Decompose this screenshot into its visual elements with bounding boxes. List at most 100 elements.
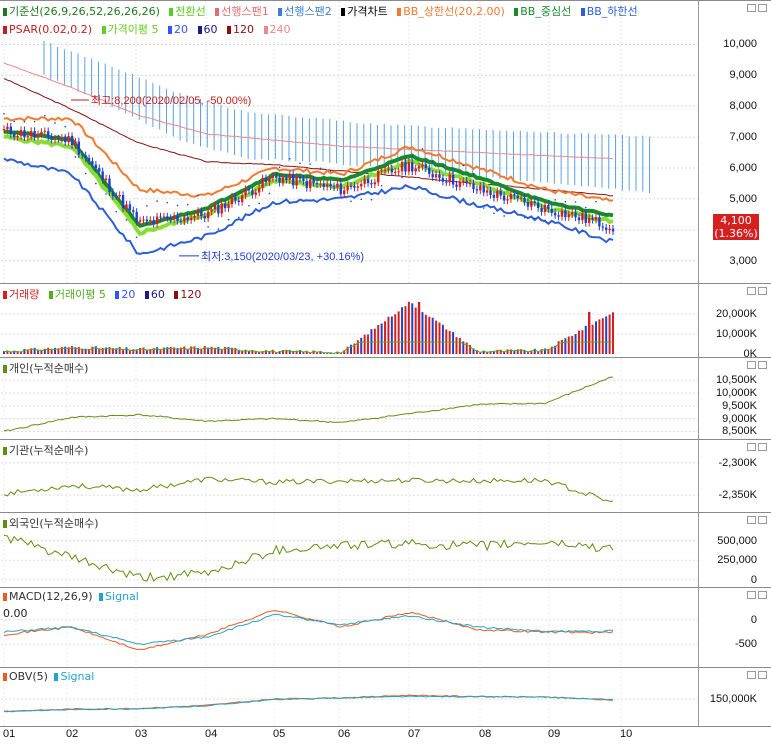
legend-obv-signal-label: Signal <box>60 670 95 683</box>
psar-dot <box>584 206 587 209</box>
candle-body <box>189 217 193 221</box>
individual-panel-window-buttons[interactable] <box>745 361 767 371</box>
low-annotation: 최저:3,150(2020/03/23, +30.16%) <box>201 250 364 263</box>
candle-body <box>172 215 176 220</box>
candle-body <box>264 178 268 183</box>
volume-bar <box>574 334 577 354</box>
price-y-label: 6,000 <box>729 161 757 174</box>
candle-body <box>383 169 387 171</box>
candle-body <box>400 162 404 172</box>
price-y-label: 5,000 <box>729 192 757 205</box>
volume-panel-window-buttons[interactable] <box>745 287 767 297</box>
psar-dot <box>411 155 414 157</box>
psar-dot <box>299 162 301 165</box>
candle-body <box>257 187 261 193</box>
individual-series-line <box>3 376 614 432</box>
candle-body <box>485 190 489 193</box>
legend-individual-label: 개인(누적순매수) <box>9 362 89 375</box>
psar-dot <box>513 210 516 212</box>
volume-bar <box>608 314 611 354</box>
volume-bar <box>557 341 560 354</box>
candle-body <box>329 184 332 187</box>
psar-dot <box>329 170 332 172</box>
volume-bar <box>271 349 274 354</box>
candle-body <box>254 192 257 195</box>
candle-body <box>91 161 94 165</box>
legend-kijun-label: 기준선(26,9,26,52,26,26,26) <box>9 5 160 18</box>
volume-legend: 거래량 거래이평 5 20 60 120 <box>3 286 207 302</box>
legend-vol-ma120-label: 120 <box>180 288 202 301</box>
legend-price-label: 가격차트 <box>347 5 388 18</box>
psar-dot <box>350 200 352 203</box>
candle-body <box>244 189 247 196</box>
psar-dot <box>431 161 434 163</box>
candle-body <box>271 176 274 179</box>
macd-panel-window-buttons[interactable] <box>745 591 767 601</box>
candle-body <box>302 178 305 181</box>
candle-body <box>526 202 530 207</box>
volume-bar <box>203 346 206 354</box>
volume-bar <box>295 350 298 354</box>
candle-body <box>60 137 64 139</box>
legend-tenkan-label: 전환선 <box>175 5 206 18</box>
volume-bar <box>186 348 189 354</box>
volume-bar <box>115 348 118 354</box>
close-icon <box>758 591 767 599</box>
candle-body <box>343 190 346 195</box>
macd-plot[interactable] <box>1 588 699 667</box>
volume-bar <box>421 312 424 354</box>
institution-plot[interactable] <box>1 440 699 512</box>
volume-bar <box>594 321 597 354</box>
candle-body <box>499 191 502 196</box>
legend-vol-ma20-label: 20 <box>121 288 136 301</box>
foreigner-plot[interactable] <box>1 513 699 587</box>
candle-body <box>387 168 390 170</box>
price-legend-2: PSAR(0.02,0.2) 가격이평 5 20 60 120 240 <box>3 21 297 37</box>
candle-body <box>47 131 50 137</box>
obv-y-axis: 150,000K <box>699 668 771 727</box>
candle-body <box>441 178 445 182</box>
volume-plot[interactable] <box>1 284 699 357</box>
candle-body <box>13 134 16 137</box>
macd-series-line <box>3 610 614 651</box>
candle-body <box>6 126 9 130</box>
volume-bar <box>537 351 540 354</box>
legend-item-ma60: 60 <box>197 23 221 36</box>
volume-bar <box>152 348 155 354</box>
candle-body <box>210 209 213 212</box>
volume-bar <box>543 348 546 354</box>
price-legend: 기준선(26,9,26,52,26,26,26) 전환선 선행스팬1 선행스팬2… <box>3 3 644 19</box>
volume-bar <box>533 348 536 354</box>
psar-dot <box>186 203 189 206</box>
candle-body <box>591 218 594 220</box>
obv-panel-window-buttons[interactable] <box>745 671 767 681</box>
candle-body <box>101 171 104 180</box>
volume-bar <box>411 303 414 354</box>
psar-dot <box>197 194 199 197</box>
psar-dot <box>391 187 393 189</box>
volume-bar <box>530 350 533 354</box>
individual-plot[interactable] <box>1 358 699 439</box>
series-line-ma240 <box>3 62 614 160</box>
volume-bar <box>33 347 36 354</box>
volume-bar <box>213 347 216 354</box>
price-plot[interactable]: 최고:8,200(2020/02/05, -50.00%) 최저:3,150(20… <box>1 1 699 283</box>
volume-bar <box>479 352 482 354</box>
volume-bar <box>462 341 465 354</box>
volume-bar <box>122 348 125 354</box>
current-price-value: 4,100 <box>720 213 752 227</box>
volume-bar <box>414 307 417 354</box>
candle-body <box>9 126 13 135</box>
institution-panel-window-buttons[interactable] <box>745 443 767 453</box>
psar-dot <box>564 200 567 203</box>
volume-bar <box>360 337 363 354</box>
candle-body <box>380 170 383 172</box>
volume-bar <box>254 350 257 354</box>
obv-plot[interactable] <box>1 668 699 727</box>
price-panel-window-buttons[interactable] <box>745 4 767 14</box>
foreigner-panel-window-buttons[interactable] <box>745 516 767 526</box>
volume-bar <box>118 347 121 354</box>
volume-bar <box>326 352 329 354</box>
candle-body <box>363 178 366 184</box>
volume-y-axis: 20,000K 10,000K 0K <box>699 284 771 360</box>
